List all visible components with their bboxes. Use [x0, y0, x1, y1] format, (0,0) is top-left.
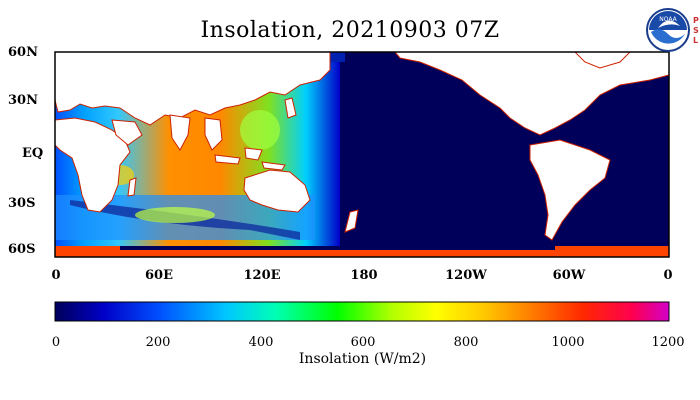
land-masses [55, 52, 669, 257]
colorbar-tick-0: 0 [51, 335, 61, 350]
colorbar [54, 301, 670, 322]
lon-label-120e: 120E [243, 268, 281, 283]
psl-side-text: P S L [693, 16, 699, 45]
colorbar-tick-800: 800 [453, 335, 479, 350]
lon-label-180: 180 [350, 268, 378, 283]
colorbar-tick-400: 400 [248, 335, 274, 350]
lon-label-60e: 60E [145, 268, 173, 283]
colorbar-tick-200: 200 [145, 335, 171, 350]
colorbar-tick-1200: 1200 [651, 335, 685, 350]
lat-label-30s: 30S [8, 196, 36, 211]
lon-label-0-end: 0 [663, 268, 673, 283]
lon-label-60w: 60W [552, 268, 586, 283]
colorbar-tick-1000: 1000 [551, 335, 585, 350]
map-title: Insolation, 20210903 07Z [200, 18, 500, 43]
lat-label-30n: 30N [8, 93, 38, 108]
lon-label-120w: 120W [445, 268, 487, 283]
lon-label-0: 0 [51, 268, 61, 283]
noaa-logo-text: NOAA [659, 16, 677, 23]
lat-label-60n: 60N [8, 45, 38, 60]
noaa-logo: NOAA [646, 8, 690, 52]
colorbar-tick-600: 600 [350, 335, 376, 350]
lat-label-eq: EQ [22, 146, 44, 161]
lat-label-60s: 60S [8, 242, 36, 257]
colorbar-title: Insolation (W/m2) [298, 351, 427, 367]
